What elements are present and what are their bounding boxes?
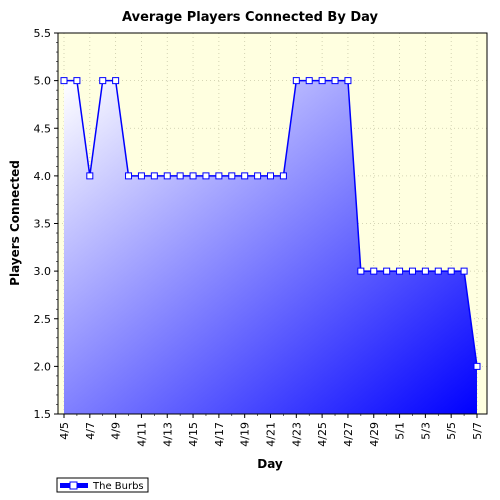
x-tick-label: 5/1 [394, 422, 407, 440]
legend-label: The Burbs [92, 481, 144, 492]
data-point [305, 77, 313, 85]
x-tick-label: 4/13 [161, 422, 174, 447]
data-point [447, 267, 455, 275]
data-point [408, 267, 416, 275]
x-tick-label: 5/7 [471, 422, 484, 440]
series-area-fill [64, 80, 477, 414]
data-point [370, 267, 378, 275]
y-tick-label: 4.5 [34, 122, 52, 135]
data-point [292, 77, 300, 85]
data-point [73, 77, 81, 85]
data-point [215, 172, 223, 180]
data-point [460, 267, 468, 275]
y-axis-label: Players Connected [8, 160, 22, 286]
legend: The Burbs [56, 477, 149, 493]
y-tick-label: 1.5 [34, 408, 52, 421]
data-point [421, 267, 429, 275]
legend-marker [69, 481, 78, 490]
x-tick-label: 4/7 [84, 422, 97, 440]
data-point [202, 172, 210, 180]
x-tick-label: 5/5 [445, 422, 458, 440]
data-point [189, 172, 197, 180]
x-tick-label: 4/19 [239, 422, 252, 447]
x-tick-label: 4/17 [213, 422, 226, 447]
y-tick-label: 5.5 [34, 27, 52, 40]
x-tick-label: 4/15 [187, 422, 200, 447]
data-point [86, 172, 94, 180]
data-point [254, 172, 262, 180]
data-point [473, 362, 481, 370]
data-point [434, 267, 442, 275]
data-point [150, 172, 158, 180]
data-point [396, 267, 404, 275]
x-tick-label: 5/3 [419, 422, 432, 440]
x-tick-label: 4/29 [368, 422, 381, 447]
data-point [125, 172, 133, 180]
y-tick-label: 3.0 [34, 265, 52, 278]
axes: 1.5 2.0 2.5 3.0 3.5 4.0 4.5 5.0 5.5 4/5 4/7 4/9 4/11… [34, 27, 488, 447]
data-point [318, 77, 326, 85]
y-tick-label: 2.5 [34, 313, 52, 326]
plot-area [58, 32, 487, 415]
data-point [60, 77, 68, 85]
x-tick-label: 4/27 [342, 422, 355, 447]
x-tick-label: 4/21 [265, 422, 278, 447]
data-point [241, 172, 249, 180]
y-tick-label: 2.0 [34, 360, 52, 373]
y-tick-label: 5.0 [34, 75, 52, 88]
x-tick-label: 4/11 [135, 422, 148, 447]
data-point [344, 77, 352, 85]
data-point [357, 267, 365, 275]
data-point [163, 172, 171, 180]
data-point [228, 172, 236, 180]
data-point [279, 172, 287, 180]
data-point [99, 77, 107, 85]
x-axis-label: Day [257, 457, 283, 471]
data-point [137, 172, 145, 180]
data-point [267, 172, 274, 180]
data-point [331, 77, 339, 85]
data-point [383, 267, 391, 275]
y-tick-label: 4.0 [34, 170, 52, 183]
legend-box [56, 477, 149, 493]
chart-title: Average Players Connected By Day [122, 10, 378, 25]
x-tick-label: 4/9 [110, 422, 123, 440]
x-tick-label: 4/5 [58, 422, 71, 440]
x-tick-label: 4/23 [290, 422, 303, 447]
data-point [176, 172, 184, 180]
data-point [112, 77, 120, 85]
x-tick-label: 4/25 [316, 422, 329, 447]
y-tick-label: 3.5 [34, 218, 52, 231]
